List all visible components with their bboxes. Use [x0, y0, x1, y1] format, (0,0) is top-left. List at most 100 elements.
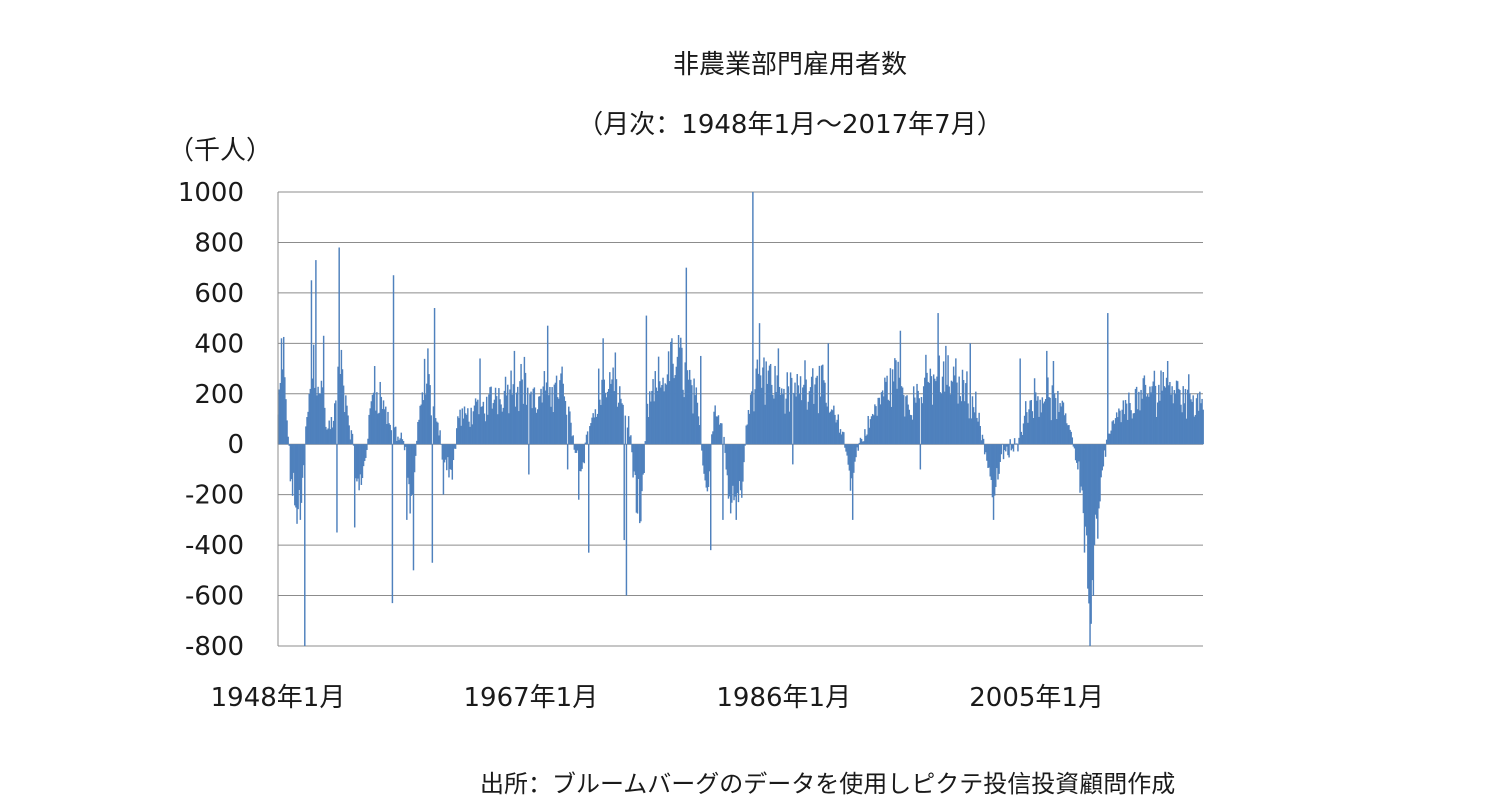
- bar: [528, 444, 530, 475]
- bar: [996, 444, 998, 469]
- bar: [888, 400, 891, 445]
- bar: [1040, 412, 1042, 445]
- bar: [428, 374, 430, 445]
- bar: [961, 369, 964, 445]
- bar: [1146, 394, 1149, 445]
- bar: [543, 371, 546, 445]
- bar: [675, 366, 678, 445]
- bar: [779, 394, 782, 445]
- bar: [937, 313, 939, 445]
- bar: [401, 439, 404, 445]
- bar: [712, 431, 714, 445]
- bar: [930, 376, 933, 445]
- bar: [894, 358, 896, 445]
- bar: [523, 356, 526, 445]
- bar: [493, 399, 496, 445]
- bar: [466, 414, 468, 445]
- bar: [310, 280, 313, 445]
- bar: [1119, 410, 1121, 445]
- bar: [571, 436, 573, 445]
- bar: [601, 379, 603, 445]
- bar: [918, 398, 920, 445]
- bar: [1056, 419, 1058, 445]
- bar: [578, 444, 580, 500]
- bar: [776, 375, 779, 445]
- bar: [1160, 370, 1162, 445]
- bar: [637, 444, 640, 480]
- bar: [1067, 425, 1069, 445]
- bar: [914, 397, 916, 445]
- bar: [579, 444, 581, 472]
- bar: [289, 444, 292, 482]
- bar: [278, 389, 281, 445]
- bar: [1023, 415, 1026, 445]
- bar: [414, 444, 417, 456]
- bar: [824, 382, 826, 445]
- bar: [1084, 444, 1087, 527]
- bar: [1017, 444, 1019, 452]
- bar: [559, 380, 561, 445]
- bar: [834, 414, 836, 445]
- bar: [468, 421, 470, 445]
- bar: [875, 406, 877, 445]
- bar: [368, 414, 370, 445]
- bar: [662, 377, 664, 445]
- bar: [422, 400, 425, 445]
- bar: [1112, 420, 1115, 445]
- bar: [713, 411, 715, 445]
- bar: [956, 382, 958, 445]
- bar: [879, 404, 882, 445]
- x-tick-label: 1986年1月: [716, 683, 851, 713]
- bar: [928, 383, 930, 445]
- bar: [361, 444, 364, 479]
- bar: [972, 407, 975, 445]
- bar: [816, 375, 818, 445]
- bar: [584, 442, 587, 445]
- bar: [447, 444, 449, 458]
- bar: [919, 444, 922, 470]
- bar: [751, 391, 753, 445]
- bar: [839, 429, 842, 445]
- bar: [489, 387, 491, 445]
- bar: [759, 375, 762, 445]
- bar: [955, 358, 957, 445]
- bar: [357, 444, 359, 479]
- bar: [380, 396, 383, 445]
- bar: [762, 367, 764, 445]
- bar: [350, 430, 353, 445]
- bar: [656, 391, 659, 445]
- bar: [647, 417, 650, 445]
- bar: [475, 401, 478, 445]
- bar: [835, 422, 837, 445]
- bar: [505, 395, 508, 445]
- bar: [666, 374, 669, 445]
- bar: [985, 444, 987, 453]
- bar: [1189, 393, 1191, 445]
- bar: [485, 396, 488, 445]
- bar: [941, 376, 944, 445]
- x-tick-label: 1967年1月: [464, 683, 599, 713]
- bar: [509, 389, 511, 445]
- bar: [348, 425, 350, 445]
- bar: [797, 385, 800, 445]
- bar: [651, 390, 653, 445]
- bar: [529, 394, 531, 445]
- bar: [605, 397, 608, 445]
- bar: [885, 381, 887, 445]
- bar: [771, 384, 773, 445]
- bar: [889, 368, 892, 445]
- bar: [436, 421, 438, 445]
- bar: [912, 386, 915, 445]
- bar: [616, 406, 619, 445]
- bar: [376, 392, 378, 445]
- bar: [823, 380, 825, 445]
- bar: [430, 415, 432, 445]
- bar: [827, 343, 830, 445]
- bar: [446, 444, 448, 471]
- bar: [848, 444, 851, 471]
- bar: [1027, 422, 1029, 445]
- bar: [586, 431, 589, 445]
- bar: [1058, 411, 1060, 445]
- bar: [704, 444, 706, 481]
- bar: [640, 444, 642, 522]
